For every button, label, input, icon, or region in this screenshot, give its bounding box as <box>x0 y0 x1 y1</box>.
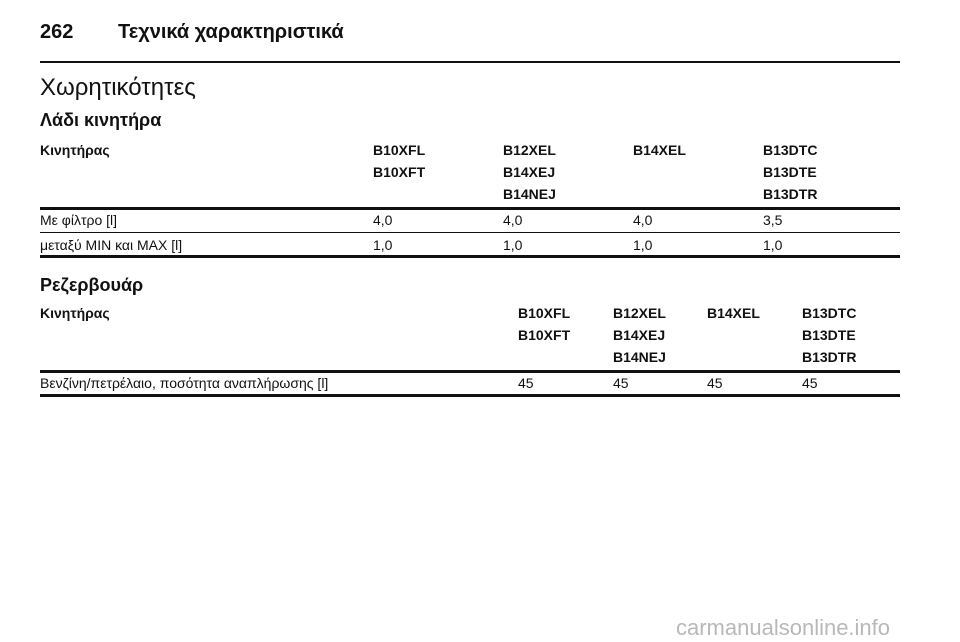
cell: 4,0 <box>373 212 393 228</box>
cell: 45 <box>802 375 818 391</box>
watermark: carmanualsonline.info <box>676 615 891 640</box>
header-cell: B12XEL <box>503 142 556 158</box>
header-cell: B10XFT <box>373 164 426 180</box>
rule <box>40 394 900 397</box>
header-cell: B14XEL <box>633 142 686 158</box>
cell: Βενζίνη/πετρέλαιο, ποσότητα αναπλήρωσης … <box>40 375 329 391</box>
cell: 3,5 <box>763 212 783 228</box>
rule <box>40 370 900 373</box>
header-cell: B13DTC <box>763 142 818 158</box>
header-cell: B14XEJ <box>503 164 556 180</box>
table-title: Λάδι κινητήρα <box>40 110 162 130</box>
header-cell: B12XEL <box>613 305 666 321</box>
cell: 4,0 <box>503 212 523 228</box>
cell: Με φίλτρο [l] <box>40 212 118 228</box>
header-cell: Κινητήρας <box>40 305 110 321</box>
cell: 45 <box>518 375 534 391</box>
header-cell: B10XFL <box>373 142 426 158</box>
rule <box>40 232 900 233</box>
header-cell: B13DTR <box>802 349 857 365</box>
header-cell: B13DTR <box>763 186 818 202</box>
table-title: Ρεζερβουάρ <box>40 275 144 295</box>
header-cell: B10XFL <box>518 305 571 321</box>
header-cell: B14NEJ <box>613 349 666 365</box>
header-cell: B13DTE <box>763 164 817 180</box>
header-cell: Κινητήρας <box>40 142 110 158</box>
header-cell: B14NEJ <box>503 186 556 202</box>
cell: 1,0 <box>373 237 393 253</box>
page-title: Τεχνικά χαρακτηριστικά <box>118 21 344 43</box>
header-cell: B10XFT <box>518 327 571 343</box>
cell: μεταξύ MIN και MAX [l] <box>40 237 183 253</box>
header-cell: B14XEJ <box>613 327 666 343</box>
header-cell: B13DTE <box>802 327 856 343</box>
cell: 1,0 <box>633 237 653 253</box>
cell: 1,0 <box>503 237 523 253</box>
cell: 45 <box>613 375 629 391</box>
cell: 1,0 <box>763 237 783 253</box>
rule <box>40 255 900 258</box>
rule <box>40 207 900 210</box>
header-cell: B14XEL <box>707 305 760 321</box>
page-number: 262 <box>40 21 74 43</box>
rule <box>40 61 900 63</box>
header-cell: B13DTC <box>802 305 857 321</box>
cell: 45 <box>707 375 723 391</box>
section-title: Χωρητικότητες <box>40 74 196 101</box>
cell: 4,0 <box>633 212 653 228</box>
